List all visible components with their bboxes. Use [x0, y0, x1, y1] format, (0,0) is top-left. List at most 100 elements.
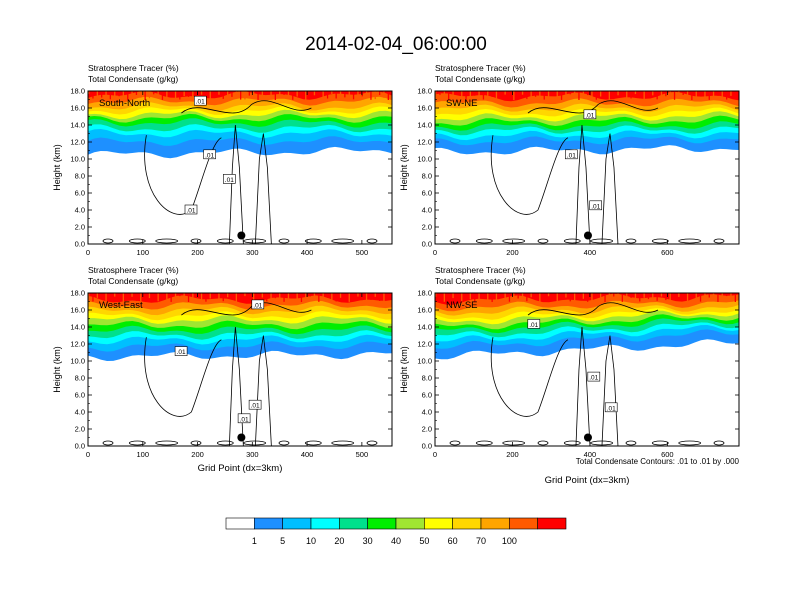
y-tick-label: 0.0: [422, 240, 432, 249]
tracer-stripe: [487, 91, 489, 96]
tracer-stripe: [569, 91, 571, 95]
tracer-stripe: [135, 91, 138, 95]
condensate-contour: [216, 440, 234, 446]
tracer-stripe: [227, 293, 229, 298]
tracer-stripe: [153, 91, 155, 95]
tracer-stripe: [322, 293, 324, 300]
y-tick-label: 16.0: [70, 306, 85, 315]
y-tick-label: 4.0: [75, 206, 85, 215]
condensate-contours: [449, 302, 725, 446]
y-tick-label: 6.0: [422, 189, 432, 198]
condensate-contours: [102, 302, 378, 446]
tracer-stripe: [109, 293, 111, 301]
tracer-stripe: [699, 293, 702, 302]
tracer-stripe: [626, 91, 628, 100]
tracer-stripe: [660, 293, 663, 297]
x-axis-label: Grid Point (dx=3km): [545, 475, 630, 486]
tracer-stripe: [639, 293, 641, 302]
tracer-stripe: [309, 91, 311, 100]
tracer-stripe: [331, 91, 333, 94]
tracer-stripe: [673, 91, 676, 100]
tracer-stripe: [652, 91, 654, 96]
condensate-contour: [601, 133, 619, 244]
tracer-stripe: [686, 293, 689, 302]
tracer-stripe: [721, 91, 723, 100]
contour-label: .01: [253, 302, 262, 309]
tracer-stripe: [274, 293, 276, 299]
colorbar-swatch: [395, 517, 425, 530]
colorbar-swatch: [254, 517, 283, 530]
tracer-stripe: [678, 293, 680, 297]
tracer-stripe: [305, 91, 307, 100]
condensate-contour: [216, 238, 234, 244]
y-tick-label: 16.0: [417, 104, 432, 113]
colorbar-swatch: [310, 517, 340, 530]
tracer-stripe: [478, 91, 480, 100]
contour-label-box: [251, 299, 265, 310]
tracer-stripe: [92, 293, 94, 302]
tracer-stripe: [357, 293, 359, 297]
condensate-contour: [625, 440, 637, 446]
tracer-stripe: [678, 91, 680, 99]
tracer-stripe: [465, 91, 467, 100]
tracer-stripe: [187, 91, 190, 97]
colorbar-swatch: [452, 517, 482, 530]
colorbar-swatch: [509, 517, 538, 530]
y-axis-label: Height (km): [52, 144, 62, 191]
tracer-stripe: [170, 91, 172, 96]
contour-label-box: [203, 149, 216, 160]
tracer-stripe: [656, 91, 658, 100]
contour-label: .01: [589, 375, 598, 382]
tracer-stripe: [352, 91, 355, 100]
condensate-contour: [155, 238, 179, 244]
condensate-contour: [128, 238, 146, 244]
tracer-stripe: [704, 91, 706, 99]
tracer-stripe: [630, 293, 632, 298]
panel-title-line: Total Condensate (g/kg): [435, 276, 525, 286]
condensate-contour: [575, 124, 591, 244]
colorbar-label: 100: [502, 536, 517, 546]
tracer-stripe: [292, 293, 294, 297]
y-tick-label: 0.0: [75, 442, 85, 451]
contour-label: .01: [225, 177, 234, 184]
y-tick-label: 12.0: [417, 138, 432, 147]
tracer-stripe: [144, 91, 146, 100]
tracer-stripe: [552, 91, 554, 96]
condensate-contour: [713, 238, 725, 244]
condensate-contour: [304, 238, 322, 244]
tracer-stripe: [660, 91, 663, 100]
y-tick-label: 14.0: [70, 121, 85, 130]
tracer-stripe: [105, 293, 107, 302]
tracer-stripe: [283, 91, 285, 95]
condensate-contour: [181, 100, 312, 114]
tracer-stripe: [500, 293, 502, 298]
tracer-stripe: [717, 91, 719, 96]
tracer-stripe: [630, 91, 632, 99]
tracer-stripe: [279, 91, 281, 98]
tracer-stripe: [587, 91, 589, 96]
tracer-stripe: [695, 293, 697, 299]
tracer-stripe: [209, 293, 211, 299]
tracer-stripe: [712, 293, 715, 300]
tracer-stripe: [526, 293, 528, 302]
tracer-stripe: [721, 293, 723, 301]
tracer-stripe: [530, 293, 532, 298]
tracer-stripe: [500, 91, 502, 99]
tracer-stripe: [335, 293, 337, 302]
tracer-stripe: [665, 91, 667, 97]
tracer-stripe: [261, 91, 263, 99]
tracer-stripe: [543, 293, 545, 301]
y-axis-label: Height (km): [399, 346, 409, 393]
contour-label: .01: [567, 152, 576, 159]
y-tick-label: 14.0: [417, 121, 432, 130]
tracer-stripe: [569, 293, 571, 302]
tracer-stripe: [560, 91, 563, 100]
y-tick-label: 6.0: [75, 391, 85, 400]
tracer-stripe: [183, 91, 185, 96]
contour-label-box: [174, 346, 188, 356]
tracer-stripe: [482, 91, 485, 100]
tracer-stripe: [474, 91, 476, 96]
tracer-stripe: [495, 293, 498, 300]
tracer-stripe: [174, 91, 177, 100]
x-tick-label: 300: [246, 450, 259, 459]
